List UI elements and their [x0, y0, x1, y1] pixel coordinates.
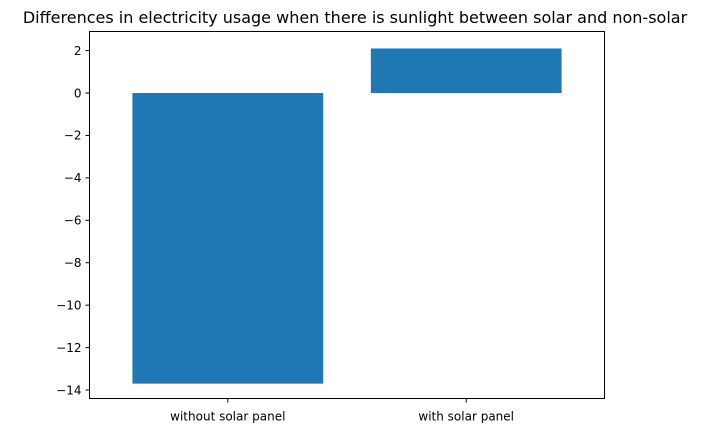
- y-tick-label: −2: [64, 129, 82, 143]
- y-tick-label: −12: [56, 341, 81, 355]
- y-tick-label: −8: [64, 256, 82, 270]
- x-tick-label: without solar panel: [170, 410, 285, 424]
- chart-title: Differences in electricity usage when th…: [23, 8, 688, 27]
- y-tick-label: 2: [74, 44, 82, 58]
- bar-with-solar-panel: [370, 48, 562, 94]
- bars-layer: [132, 48, 562, 384]
- y-axis: 2 0 −2 −4 −6 −8 −10 −12 −14: [56, 44, 90, 397]
- y-tick-label: −6: [64, 214, 82, 228]
- x-axis: without solar panel with solar panel: [170, 398, 514, 424]
- y-tick-label: −10: [56, 298, 81, 312]
- y-tick-label: 0: [74, 86, 82, 100]
- plot-frame: [89, 31, 605, 399]
- x-tick-label: with solar panel: [418, 410, 514, 424]
- y-tick-label: −14: [56, 383, 81, 397]
- bar-without-solar-panel: [132, 93, 324, 384]
- y-tick-label: −4: [64, 171, 82, 185]
